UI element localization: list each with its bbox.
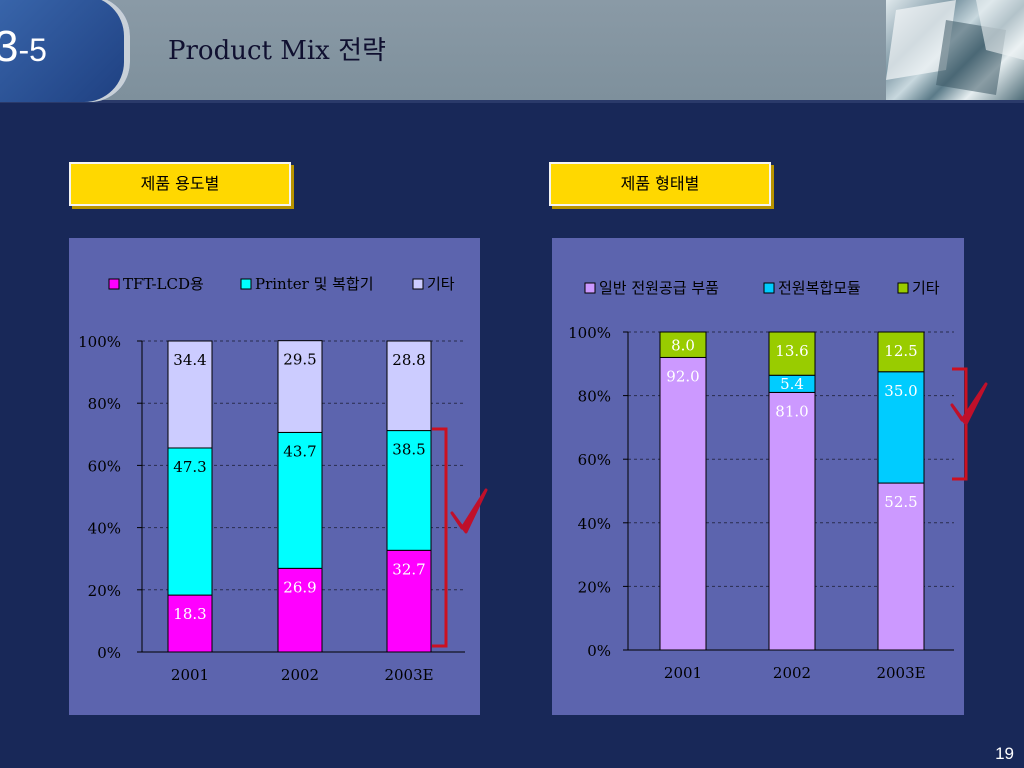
data-label: 29.5 [283,351,316,369]
data-label: 43.7 [283,442,316,460]
header-divider [0,100,1024,103]
data-label: 12.5 [884,342,917,360]
chart-panel-usage: 0% 20% 40% 60% 80% 100% 18.3 47.3 34.4 2001 26.9 43… [69,238,480,715]
bar-series-2003e [877,371,925,484]
bar-tft-lcd-2003e [386,549,432,653]
legend-swatch [108,278,120,290]
page-title: Product Mix 전략 [168,36,386,66]
check-left-icon [450,488,488,534]
chart-form: 0% 20% 40% 60% 80% 100% 92.0 8.0 2001 81.0 5.4 13.6… [568,279,954,682]
chart-panel-form: 0% 20% 40% 60% 80% 100% 92.0 8.0 2001 81.0 5.4 13.6… [552,238,964,715]
data-label: 18.3 [173,605,206,623]
y-tick-label: 0% [587,642,611,660]
bar-series-2002 [768,331,816,376]
legend-swatch [897,282,909,294]
y-tick-label: 40% [578,515,611,533]
legend-swatch [763,282,775,294]
section-badge: 3-5 [0,0,130,102]
y-tick-label: 80% [88,395,121,413]
legend-label: 일반 전원공급 부품 [599,279,719,297]
label-form: 제품 형태별 [549,162,771,206]
legend-swatch [584,282,596,294]
data-label: 28.8 [392,351,425,369]
section-minor: -5 [18,32,47,68]
legend-label: Printer 및 복합기 [255,275,374,293]
label-usage: 제품 용도별 [69,162,291,206]
bar-series-2001 [167,340,213,449]
bar-series-2003e [877,331,925,373]
bracket-right [952,367,968,481]
data-label: 34.4 [173,351,206,369]
bar-series-2001 [659,356,707,651]
x-tick-label: 2002 [281,666,319,684]
legend-label: 기타 [912,279,940,297]
y-tick-label: 0% [97,644,121,662]
y-tick-label: 40% [88,520,121,538]
legend-label: 기타 [427,275,455,293]
y-tick-label: 20% [88,582,121,600]
legend-label: 전원복합모듈 [778,279,861,297]
data-label: 38.5 [392,441,425,459]
data-label: 8.0 [671,337,695,355]
y-tick-label: 60% [88,457,121,475]
bar-series-2002 [277,340,323,433]
data-label: 32.7 [392,560,425,578]
bar-printer-2003e [386,430,432,551]
x-tick-label: 2002 [773,664,811,682]
y-tick-label: 100% [568,324,611,342]
y-tick-label: 60% [578,451,611,469]
bar-series-2001 [659,331,707,358]
y-tick-label: 100% [78,333,121,351]
section-number: 3-5 [0,22,47,75]
data-label: 5.4 [780,375,804,393]
x-tick-label: 2001 [664,664,702,682]
data-label: 26.9 [283,578,316,596]
data-label: 35.0 [884,382,917,400]
check-right-icon [950,382,988,426]
bar-series-2002 [768,391,816,651]
section-major: 3 [0,22,19,71]
y-tick-label: 20% [578,578,611,596]
data-label: 81.0 [775,402,808,420]
data-label: 92.0 [666,367,699,385]
bar-tft-lcd-2001 [167,594,213,653]
bar-printer-2001 [167,447,213,596]
data-label: 52.5 [884,493,917,511]
data-label: 13.6 [775,342,808,360]
bracket-left [432,427,448,648]
x-tick-label: 2003E [876,664,925,682]
bar-tft-lcd-2002 [277,567,323,653]
legend-label: TFT-LCD용 [123,275,204,293]
bar-series-2003e [386,340,432,432]
legend-swatch [240,278,252,290]
page-number: 19 [995,744,1014,763]
legend-swatch [412,278,424,290]
header-bar [0,0,1024,100]
decorative-image-shapes [886,0,1024,95]
data-label: 47.3 [173,458,206,476]
x-tick-label: 2003E [384,666,433,684]
x-tick-label: 2001 [171,666,209,684]
decorative-image [886,0,1024,100]
chart-usage: 0% 20% 40% 60% 80% 100% 18.3 47.3 34.4 2001 26.9 43… [78,275,465,684]
bar-printer-2002 [277,431,323,569]
y-tick-label: 80% [578,388,611,406]
